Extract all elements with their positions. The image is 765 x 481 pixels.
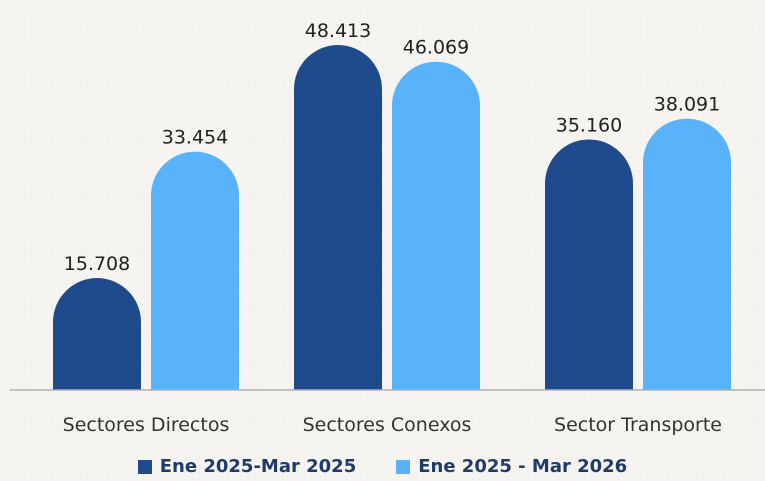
chart-legend: Ene 2025-Mar 2025 Ene 2025 - Mar 2026 (0, 456, 765, 477)
category-label-3: Sector Transporte (554, 414, 722, 436)
bar-2-1 (151, 151, 239, 390)
bar-1-2 (294, 45, 382, 390)
legend-item-series-1: Ene 2025-Mar 2025 (137, 456, 357, 477)
bar-chart-plot: 15.708 33.454 Sectores Directos 48.413 46.06… (10, 20, 765, 436)
legend-swatch-series-1 (137, 459, 152, 474)
legend-label-series-2: Ene 2025 - Mar 2026 (418, 456, 628, 477)
data-label-2-1: 33.454 (162, 127, 228, 149)
data-label-1-1: 15.708 (64, 253, 130, 275)
legend-swatch-series-2 (396, 459, 411, 474)
bar-2-2 (392, 61, 480, 390)
bar-1-3 (545, 139, 633, 390)
data-label-1-3: 35.160 (556, 114, 622, 136)
data-label-2-2: 46.069 (403, 37, 469, 59)
category-label-2: Sectores Conexos (303, 414, 472, 436)
bar-1-1 (53, 278, 141, 390)
data-label-2-3: 38.091 (654, 94, 720, 116)
legend-label-series-1: Ene 2025-Mar 2025 (159, 456, 357, 477)
category-label-1: Sectores Directos (63, 414, 230, 436)
bar-2-3 (643, 118, 731, 390)
legend-item-series-2: Ene 2025 - Mar 2026 (396, 456, 627, 477)
data-label-1-2: 48.413 (305, 20, 371, 42)
